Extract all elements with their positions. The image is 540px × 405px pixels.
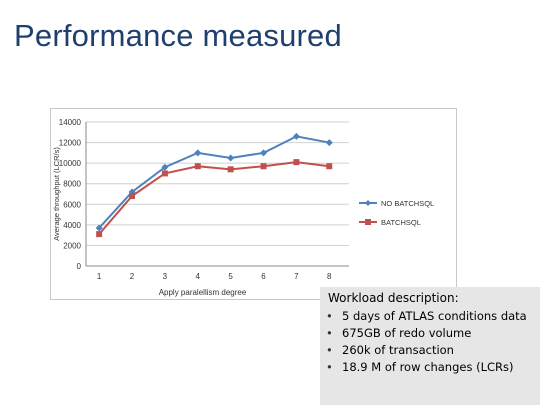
throughput-line-chart: 0 2000 4000 6000 8000 10000 12000 14000 1 2 3 4 5 6 7 8… — [52, 118, 434, 297]
workload-item-text: 18.9 M of row changes (LCRs) — [342, 360, 514, 374]
y-axis-title: Average throughput (LCR/s) — [52, 147, 61, 241]
x-tick-label: 6 — [261, 272, 266, 281]
y-tick-label: 14000 — [59, 118, 82, 127]
x-tick-label: 5 — [228, 272, 233, 281]
data-point — [260, 163, 267, 170]
bullet-icon: • — [326, 360, 333, 374]
y-tick-label: 2000 — [63, 241, 81, 250]
x-tick-label: 8 — [327, 272, 332, 281]
y-tick-label: 12000 — [59, 139, 82, 148]
x-tick-label: 7 — [294, 272, 299, 281]
data-point — [161, 163, 169, 171]
bullet-icon: • — [326, 326, 333, 340]
x-tick-label: 4 — [196, 272, 201, 281]
data-point — [326, 163, 333, 170]
workload-item-text: 5 days of ATLAS conditions data — [342, 309, 527, 323]
x-axis-title: Apply paralellism degree — [159, 288, 247, 297]
x-tick-label: 2 — [130, 272, 135, 281]
bullet-icon: • — [326, 343, 333, 357]
x-tick-label: 1 — [97, 272, 102, 281]
workload-title: Workload description: — [328, 291, 459, 305]
data-point — [95, 224, 103, 232]
legend-label: NO BATCHSQL — [381, 199, 434, 208]
workload-item: • 260k of transaction — [326, 342, 527, 359]
data-point — [129, 193, 136, 200]
data-point — [325, 139, 333, 147]
bullet-icon: • — [326, 309, 333, 323]
data-point — [260, 149, 268, 157]
y-tick-label: 8000 — [63, 180, 81, 189]
data-point — [194, 149, 202, 157]
workload-item-text: 260k of transaction — [342, 343, 454, 357]
workload-description-box: Workload description: • 5 days of ATLAS c… — [320, 287, 540, 405]
chart-frame: 0 2000 4000 6000 8000 10000 12000 14000 1 2 3 4 5 6 7 8… — [50, 108, 457, 300]
workload-item-text: 675GB of redo volume — [342, 326, 472, 340]
data-point — [161, 170, 168, 177]
data-point — [96, 231, 103, 238]
workload-item: • 5 days of ATLAS conditions data — [326, 308, 527, 325]
series-line — [98, 135, 330, 229]
y-tick-label: 6000 — [63, 200, 81, 209]
legend-label: BATCHSQL — [381, 218, 421, 227]
y-tick-label: 4000 — [63, 221, 81, 230]
y-tick-label: 10000 — [59, 159, 82, 168]
series-line — [98, 161, 330, 235]
workload-list: • 5 days of ATLAS conditions data • 675GB … — [326, 308, 527, 376]
workload-item: • 18.9 M of row changes (LCRs) — [326, 359, 527, 376]
data-point — [227, 166, 234, 173]
legend-marker — [365, 200, 371, 206]
data-point — [227, 154, 235, 162]
x-tick-label: 3 — [163, 272, 168, 281]
legend-marker — [365, 219, 371, 225]
y-tick-label: 0 — [77, 262, 82, 271]
slide-title: Performance measured — [14, 18, 342, 53]
data-point — [292, 132, 300, 140]
data-point — [194, 163, 201, 170]
data-point — [293, 159, 300, 166]
workload-item: • 675GB of redo volume — [326, 325, 527, 342]
